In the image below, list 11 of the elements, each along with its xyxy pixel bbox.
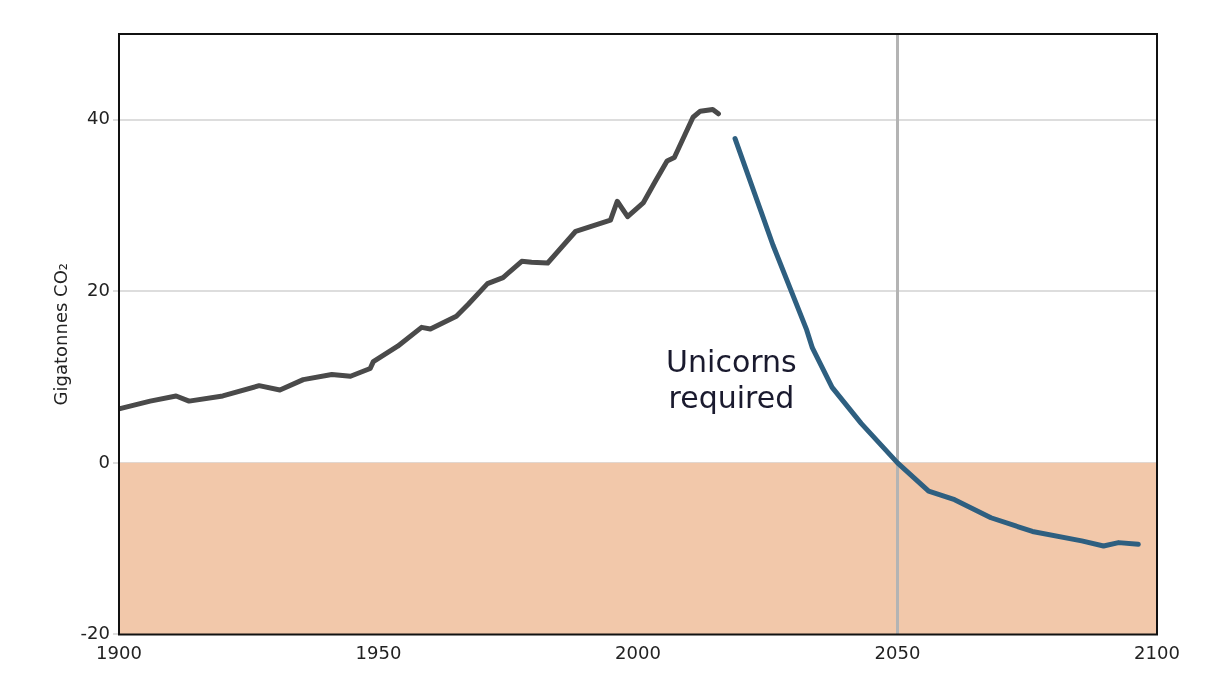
x-tick-label: 1900 [96,641,142,663]
y-tick-label: 20 [87,278,110,300]
y-tick-label: 0 [98,450,110,472]
y-axis-title: Gigatonnes CO₂ [50,262,72,406]
annotation: Unicorns required [666,344,797,416]
x-tick-label: 2050 [874,641,921,663]
x-tick-label: 2100 [1134,641,1180,663]
x-tick-label: 2000 [615,641,661,663]
x-tick-label: 1950 [355,641,402,663]
y-tick-label: -20 [80,622,110,644]
y-tick-label: 40 [87,107,110,129]
